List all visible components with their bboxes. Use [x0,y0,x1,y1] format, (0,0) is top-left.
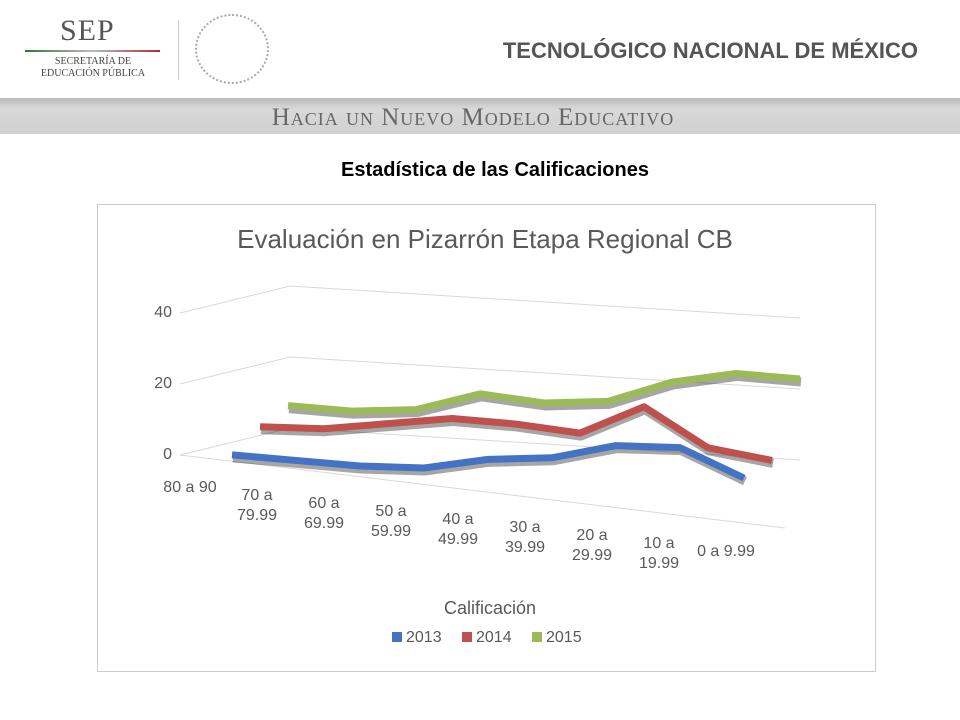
grid-line [179,285,291,314]
legend-swatch [462,632,472,642]
sep-rule [25,50,160,52]
seal [195,14,269,84]
institution: TECNOLÓGICO NACIONAL DE MÉXICO [502,38,918,63]
grid-line [179,427,291,456]
y-tick-label: 0 [163,446,172,463]
chart-frame [97,204,876,672]
legend-label: 2013 [406,629,442,646]
y-tick-label: 20 [154,375,172,392]
x-tick-label: 10 a 19.99 [638,535,680,572]
x-tick-label: 80 a 90 [163,479,217,496]
series-line [287,369,801,415]
legend-label: 2015 [546,629,582,646]
x-tick-label: 30 a 39.99 [504,519,546,556]
legend-label: 2014 [476,629,512,646]
heading: Estadística de las Calificaciones [341,159,649,181]
legend-swatch [392,632,402,642]
grid-line [289,427,801,461]
series-line [231,442,746,482]
grid-line [289,356,801,390]
x-tick-label: 0 a 9.99 [697,543,755,560]
x-tick-label: 40 a 49.99 [437,511,479,548]
grid-line [179,356,291,385]
legend-swatch [532,632,542,642]
x-axis-title: Calificación [444,598,536,618]
chart-title: Evaluación en Pizarrón Etapa Regional CB [237,224,733,254]
y-tick-label: 40 [154,304,172,321]
grid-line [289,285,801,319]
series-line [259,403,773,464]
divider [178,20,179,80]
x-tick-label: 60 a 69.99 [303,495,345,532]
sep-subtitle: SECRETARÍA DE EDUCACIÓN PÚBLICA [40,56,146,79]
x-tick-label: 50 a 59.99 [370,503,412,540]
x-tick-label: 20 a 29.99 [571,527,613,564]
banner-band [0,98,960,134]
banner-text: Hacia un Nuevo Modelo Educativo [271,104,675,131]
floor-edge [179,454,786,529]
x-tick-label: 70 a 79.99 [236,487,278,524]
sep-logo: SEP [60,14,115,47]
